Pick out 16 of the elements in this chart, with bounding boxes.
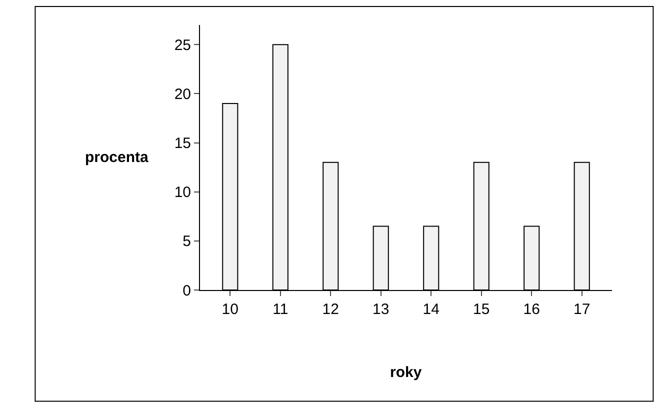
x-tick-label: 10 <box>222 301 238 318</box>
y-tick-label: 20 <box>174 86 191 103</box>
x-tick-label: 13 <box>372 301 390 318</box>
y-tick-label: 15 <box>174 135 191 152</box>
x-axis-title: roky <box>390 364 422 381</box>
y-axis-title: procenta <box>85 149 150 166</box>
x-tick-label: 11 <box>272 301 288 318</box>
y-tick-label: 0 <box>182 282 191 300</box>
y-tick-label: 25 <box>174 36 191 54</box>
y-tick-label: 5 <box>182 233 191 250</box>
x-tick-label: 15 <box>473 301 490 318</box>
x-tick-label: 14 <box>422 301 440 318</box>
x-tick-label: 17 <box>574 301 590 318</box>
x-tick-label: 16 <box>523 301 540 318</box>
x-tick-label: 12 <box>322 301 339 318</box>
y-tick-label: 10 <box>174 184 191 202</box>
